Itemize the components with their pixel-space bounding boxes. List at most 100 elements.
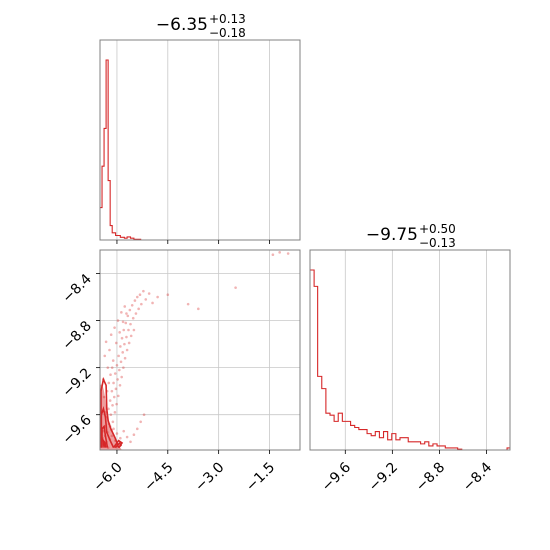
- scatter-point-22: [113, 372, 117, 375]
- frame-top-left: [99, 39, 301, 241]
- scatter-point-48: [129, 334, 133, 338]
- scatter-point-23: [114, 387, 118, 391]
- scatter-point-73: [106, 366, 110, 369]
- scatter-point-14: [109, 413, 113, 417]
- scatter-point-35: [121, 351, 125, 354]
- scatter-point-49: [130, 303, 134, 307]
- x-tick-label-1: −9.2: [366, 460, 401, 495]
- scatter-point-34: [120, 336, 124, 340]
- scatter-point-98: [142, 413, 146, 417]
- scatter-point-87: [112, 427, 115, 431]
- scatter-point-18: [111, 420, 115, 424]
- scatter-point-71: [103, 354, 107, 358]
- x-tick-label-3: −8.4: [460, 459, 495, 494]
- scatter-point-54: [135, 295, 139, 299]
- scatter-point-28: [117, 354, 120, 358]
- scatter-point-38: [123, 342, 126, 346]
- panel-top-left: −6.35 +0.13 −0.18: [99, 12, 301, 244]
- scatter-point-24: [115, 402, 118, 406]
- scatter-points-bottom-left: [100, 251, 290, 450]
- scatter-point-102: [107, 381, 111, 385]
- x-tick-label-2: −8.8: [413, 460, 448, 495]
- scatter-point-31: [119, 345, 122, 348]
- grid-bottom-right: [344, 250, 487, 450]
- title-bottom-right-minus: −0.13: [419, 236, 456, 250]
- x-tick-label-2: −3.0: [192, 460, 227, 495]
- title-top-left-value: −6.35: [156, 15, 208, 35]
- panel-bottom-left: −6.0 −4.5 −3.0 −1.5 −8.4 −8.8 −9.2 −9.6: [59, 249, 301, 495]
- scatter-point-78: [114, 341, 118, 345]
- ticks-bottom-right: −9.6 −9.2 −8.8 −8.4: [319, 450, 495, 495]
- contour-line-3: [102, 437, 107, 448]
- scatter-point-41: [125, 335, 128, 339]
- scatter-point-36: [122, 366, 125, 369]
- x-tick-label-3: −1.5: [243, 460, 278, 495]
- y-tick-label-1: −8.8: [59, 318, 94, 353]
- scatter-point-45: [127, 341, 131, 345]
- scatter-point-56: [138, 293, 142, 297]
- scatter-point-46: [128, 308, 132, 312]
- scatter-point-52: [133, 299, 137, 302]
- histogram-bottom-right: [310, 269, 510, 451]
- scatter-point-50: [131, 316, 135, 320]
- y-tick-label-2: −9.2: [59, 365, 94, 400]
- grid-bottom-left: [100, 250, 300, 450]
- scatter-point-64: [186, 302, 190, 306]
- scatter-point-25: [115, 363, 119, 367]
- scatter-point-93: [125, 435, 129, 439]
- scatter-point-47: [129, 322, 132, 326]
- scatter-point-16: [110, 389, 114, 393]
- grid-top-left: [116, 40, 270, 240]
- scatter-point-81: [120, 311, 123, 314]
- scatter-point-57: [140, 302, 143, 306]
- scatter-point-44: [127, 328, 130, 332]
- scatter-point-83: [123, 305, 127, 308]
- scatter-point-77: [113, 326, 116, 329]
- title-top-left-plus: +0.13: [209, 12, 246, 26]
- scatter-point-84: [125, 312, 128, 315]
- scatter-point-94: [129, 440, 132, 444]
- scatter-point-27: [117, 394, 120, 398]
- scatter-point-60: [147, 292, 151, 295]
- scatter-point-42: [125, 348, 129, 352]
- scatter-point-99: [102, 395, 106, 399]
- scatter-point-29: [118, 368, 121, 372]
- scatter-point-103: [109, 373, 112, 377]
- scatter-point-21: [113, 411, 117, 414]
- panel-bottom-right: −9.6 −9.2 −8.8 −8.4 −9.75 +0.50 −0.13: [309, 222, 511, 495]
- scatter-point-39: [123, 356, 127, 360]
- scatter-point-51: [132, 328, 136, 332]
- scatter-point-59: [144, 298, 148, 301]
- contours-bottom-left: [100, 376, 124, 449]
- scatter-point-96: [135, 427, 139, 431]
- scatter-point-80: [118, 331, 121, 334]
- scatter-point-72: [104, 340, 108, 344]
- contour-line-5: [114, 441, 123, 449]
- scatter-point-55: [137, 307, 140, 311]
- scatter-point-63: [166, 293, 170, 297]
- frame-bottom-left: [99, 249, 301, 451]
- title-bottom-right-plus: +0.50: [419, 222, 456, 236]
- scatter-point-74: [108, 348, 111, 352]
- scatter-point-66: [234, 286, 237, 289]
- contour-line-1: [100, 406, 115, 448]
- scatter-point-75: [109, 333, 113, 337]
- scatter-point-76: [111, 359, 115, 362]
- y-tick-label-3: −9.6: [59, 412, 94, 447]
- scatter-point-67: [271, 253, 275, 257]
- scatter-point-20: [112, 395, 116, 399]
- x-tick-label-0: −9.6: [319, 459, 354, 494]
- scatter-point-40: [124, 321, 128, 325]
- scatter-point-10: [107, 407, 110, 411]
- scatter-point-33: [120, 375, 123, 379]
- ticks-bottom-left: −6.0 −4.5 −3.0 −1.5 −8.4 −8.8 −9.2 −9.6: [59, 271, 278, 495]
- scatter-point-13: [108, 399, 112, 402]
- scatter-point-92: [122, 429, 126, 433]
- scatter-point-37: [122, 328, 126, 332]
- scatter-point-104: [110, 366, 114, 369]
- frame-bottom-right: [309, 249, 511, 451]
- histogram-top-left: [100, 59, 300, 241]
- scatter-point-43: [126, 314, 130, 318]
- ticks-top-left: [116, 240, 270, 244]
- scatter-point-95: [132, 433, 136, 437]
